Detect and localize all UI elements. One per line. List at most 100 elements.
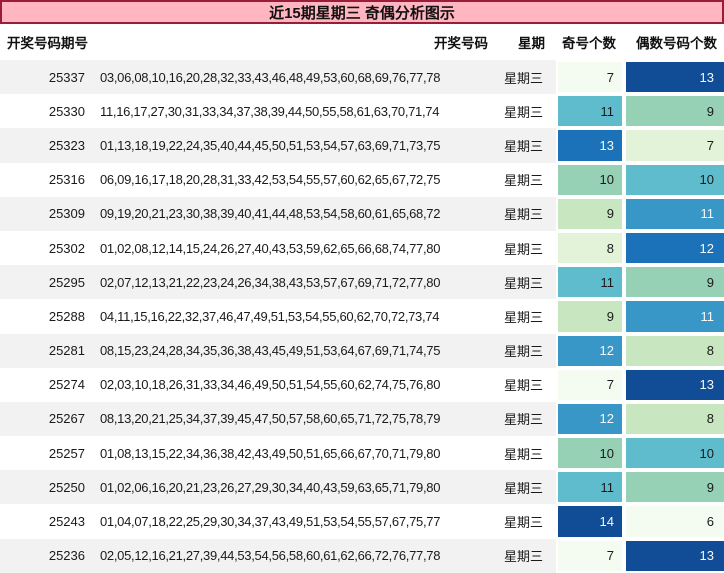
table-row: 25267 08,13,20,21,25,34,37,39,45,47,50,5… xyxy=(0,401,724,437)
numbers-cell: 02,03,10,18,26,31,33,34,46,49,50,51,54,5… xyxy=(100,377,441,393)
odd-count-value: 13 xyxy=(558,130,622,161)
table-row: 25274 02,03,10,18,26,31,33,34,46,49,50,5… xyxy=(0,367,724,402)
odd-count-value: 11 xyxy=(558,96,622,127)
numbers-cell: 06,09,16,17,18,20,28,31,33,42,53,54,55,5… xyxy=(100,172,441,188)
even-count-cell: 10 xyxy=(624,436,724,471)
odd-count-cell: 11 xyxy=(556,265,624,300)
odd-count-cell: 9 xyxy=(556,196,624,231)
odd-count-cell: 7 xyxy=(556,367,624,402)
even-count-cell: 13 xyxy=(624,367,724,402)
numbers-cell: 04,11,15,16,22,32,37,46,47,49,51,53,54,5… xyxy=(100,308,440,324)
period-cell: 25302 xyxy=(48,240,85,256)
even-count-cell: 10 xyxy=(624,162,724,197)
even-count-cell: 8 xyxy=(624,401,724,437)
even-count-value: 13 xyxy=(626,369,724,400)
even-count-value: 11 xyxy=(626,198,724,229)
period-cell: 25250 xyxy=(48,479,85,495)
period-cell: 25236 xyxy=(48,548,85,564)
even-count-value: 8 xyxy=(626,335,724,366)
period-cell: 25295 xyxy=(48,274,85,290)
odd-count-value: 14 xyxy=(558,506,622,537)
numbers-cell: 02,07,12,13,21,22,23,24,26,34,38,43,53,5… xyxy=(100,274,441,290)
odd-count-value: 12 xyxy=(558,403,622,435)
period-cell: 25309 xyxy=(48,206,85,222)
week-cell: 星期三 xyxy=(503,309,543,325)
even-count-value: 10 xyxy=(626,438,724,469)
week-cell: 星期三 xyxy=(503,275,543,291)
even-count-value: 7 xyxy=(626,130,724,161)
even-count-value: 11 xyxy=(626,301,724,332)
odd-count-cell: 12 xyxy=(556,333,624,368)
even-count-value: 12 xyxy=(626,232,724,264)
week-cell: 星期三 xyxy=(503,480,543,496)
numbers-cell: 03,06,08,10,16,20,28,32,33,43,46,48,49,5… xyxy=(100,69,441,85)
period-cell: 25257 xyxy=(48,445,85,461)
odd-count-cell: 11 xyxy=(556,94,624,129)
title-bar: 近15期星期三 奇偶分析图示 xyxy=(0,0,724,24)
odd-count-cell: 9 xyxy=(556,299,624,334)
even-count-value: 13 xyxy=(626,540,724,571)
week-cell: 星期三 xyxy=(503,378,543,394)
week-cell: 星期三 xyxy=(503,412,543,428)
even-count-cell: 11 xyxy=(624,299,724,334)
period-cell: 25316 xyxy=(48,172,85,188)
odd-count-cell: 10 xyxy=(556,436,624,471)
table-row: 25281 08,15,23,24,28,34,35,36,38,43,45,4… xyxy=(0,333,724,368)
table-row: 25323 01,13,18,19,22,24,35,40,44,45,50,5… xyxy=(0,128,724,163)
odd-count-value: 9 xyxy=(558,301,622,332)
even-count-cell: 9 xyxy=(624,265,724,300)
numbers-cell: 01,02,08,12,14,15,24,26,27,40,43,53,59,6… xyxy=(100,240,441,256)
even-count-value: 6 xyxy=(626,506,724,537)
table-row: 25302 01,02,08,12,14,15,24,26,27,40,43,5… xyxy=(0,230,724,266)
period-cell: 25281 xyxy=(48,343,85,359)
numbers-cell: 02,05,12,16,21,27,39,44,53,54,56,58,60,6… xyxy=(100,548,441,564)
table-row: 25337 03,06,08,10,16,20,28,32,33,43,46,4… xyxy=(0,60,724,95)
header-odd-count: 奇号个数 xyxy=(562,36,616,51)
table-row: 25250 01,02,06,16,20,21,23,26,27,29,30,3… xyxy=(0,470,724,505)
week-cell: 星期三 xyxy=(503,138,543,154)
odd-count-cell: 7 xyxy=(556,538,624,573)
period-cell: 25337 xyxy=(48,69,85,85)
week-cell: 星期三 xyxy=(503,515,543,531)
numbers-cell: 09,19,20,21,23,30,38,39,40,41,44,48,53,5… xyxy=(100,206,441,222)
even-count-value: 13 xyxy=(626,62,724,93)
even-count-cell: 9 xyxy=(624,94,724,129)
even-count-cell: 7 xyxy=(624,128,724,163)
table-row: 25330 11,16,17,27,30,31,33,34,37,38,39,4… xyxy=(0,94,724,129)
table-header-row: 开奖号码期号 开奖号码 星期 奇号个数 偶数号码个数 xyxy=(0,24,724,60)
header-period: 开奖号码期号 xyxy=(7,36,88,51)
odd-count-value: 12 xyxy=(558,335,622,366)
header-week: 星期 xyxy=(518,36,545,51)
week-cell: 星期三 xyxy=(503,173,543,189)
week-cell: 星期三 xyxy=(503,104,543,120)
odd-count-value: 10 xyxy=(558,164,622,195)
odd-count-value: 8 xyxy=(558,232,622,264)
period-cell: 25288 xyxy=(48,308,85,324)
table-row: 25243 01,04,07,18,22,25,29,30,34,37,43,4… xyxy=(0,504,724,539)
numbers-cell: 01,02,06,16,20,21,23,26,27,29,30,34,40,4… xyxy=(100,479,441,495)
odd-count-cell: 11 xyxy=(556,470,624,505)
week-cell: 星期三 xyxy=(503,344,543,360)
numbers-cell: 08,15,23,24,28,34,35,36,38,43,45,49,51,5… xyxy=(100,343,441,359)
table-row: 25316 06,09,16,17,18,20,28,31,33,42,53,5… xyxy=(0,162,724,197)
even-count-cell: 12 xyxy=(624,230,724,266)
odd-count-value: 11 xyxy=(558,267,622,298)
table-row: 25295 02,07,12,13,21,22,23,24,26,34,38,4… xyxy=(0,265,724,300)
page-title: 近15期星期三 奇偶分析图示 xyxy=(269,4,455,22)
period-cell: 25323 xyxy=(48,137,85,153)
even-count-cell: 9 xyxy=(624,470,724,505)
odd-count-value: 7 xyxy=(558,369,622,400)
table-row: 25236 02,05,12,16,21,27,39,44,53,54,56,5… xyxy=(0,538,724,573)
even-count-value: 10 xyxy=(626,164,724,195)
even-count-cell: 13 xyxy=(624,60,724,95)
odd-count-value: 9 xyxy=(558,198,622,229)
even-count-cell: 11 xyxy=(624,196,724,231)
odd-count-value: 7 xyxy=(558,540,622,571)
header-even-count: 偶数号码个数 xyxy=(636,36,717,51)
week-cell: 星期三 xyxy=(503,207,543,223)
odd-count-cell: 7 xyxy=(556,60,624,95)
even-count-cell: 13 xyxy=(624,538,724,573)
week-cell: 星期三 xyxy=(503,549,543,565)
odd-count-cell: 13 xyxy=(556,128,624,163)
period-cell: 25243 xyxy=(48,514,85,530)
